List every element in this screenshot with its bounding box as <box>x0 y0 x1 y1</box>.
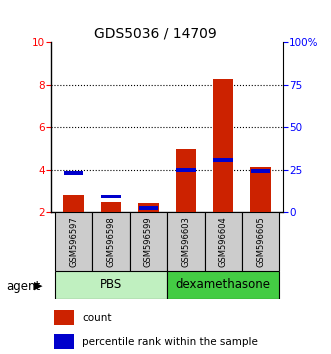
Bar <box>130 212 167 271</box>
Bar <box>138 203 159 212</box>
Text: GDS5036 / 14709: GDS5036 / 14709 <box>94 27 217 41</box>
Bar <box>205 212 242 271</box>
Bar <box>167 271 279 299</box>
Text: GSM596599: GSM596599 <box>144 216 153 267</box>
Bar <box>55 271 167 299</box>
Text: agent: agent <box>7 280 41 292</box>
Bar <box>55 212 92 271</box>
Bar <box>213 79 233 212</box>
Bar <box>250 167 271 212</box>
Bar <box>251 169 270 173</box>
Text: ▶: ▶ <box>34 281 42 291</box>
Bar <box>176 168 196 172</box>
Bar <box>167 212 205 271</box>
Text: GSM596598: GSM596598 <box>107 216 116 267</box>
Text: GSM596604: GSM596604 <box>219 216 228 267</box>
Text: dexamethasone: dexamethasone <box>176 279 271 291</box>
Bar <box>101 202 121 212</box>
Bar <box>213 159 233 162</box>
Text: percentile rank within the sample: percentile rank within the sample <box>82 337 258 347</box>
Bar <box>101 195 121 198</box>
Text: count: count <box>82 313 112 323</box>
Bar <box>64 171 83 175</box>
Text: GSM596597: GSM596597 <box>69 216 78 267</box>
Bar <box>64 195 84 212</box>
Bar <box>92 212 130 271</box>
Bar <box>54 334 74 349</box>
Text: PBS: PBS <box>100 279 122 291</box>
Text: GSM596603: GSM596603 <box>181 216 190 267</box>
Text: GSM596605: GSM596605 <box>256 216 265 267</box>
Bar <box>175 149 196 212</box>
Bar <box>139 206 158 210</box>
Bar <box>242 212 279 271</box>
Bar <box>54 310 74 325</box>
